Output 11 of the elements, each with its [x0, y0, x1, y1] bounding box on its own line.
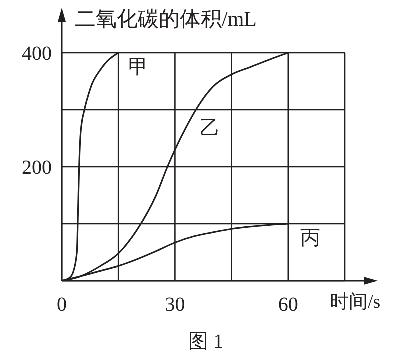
series-label: 乙: [200, 117, 220, 140]
x-tick-label: 0: [57, 294, 67, 316]
x-axis-title: 时间/s: [330, 292, 381, 313]
y-axis-title: 二氧化碳的体积/mL: [75, 7, 257, 31]
y-tick-label: 400: [22, 43, 52, 66]
x-tick-label: 60: [278, 294, 298, 316]
x-tick-label: 30: [165, 294, 186, 316]
series-label: 丙: [300, 228, 320, 250]
series-label: 甲: [128, 56, 149, 79]
y-tick-label: 200: [22, 157, 52, 180]
caption: 图 1: [188, 331, 224, 353]
